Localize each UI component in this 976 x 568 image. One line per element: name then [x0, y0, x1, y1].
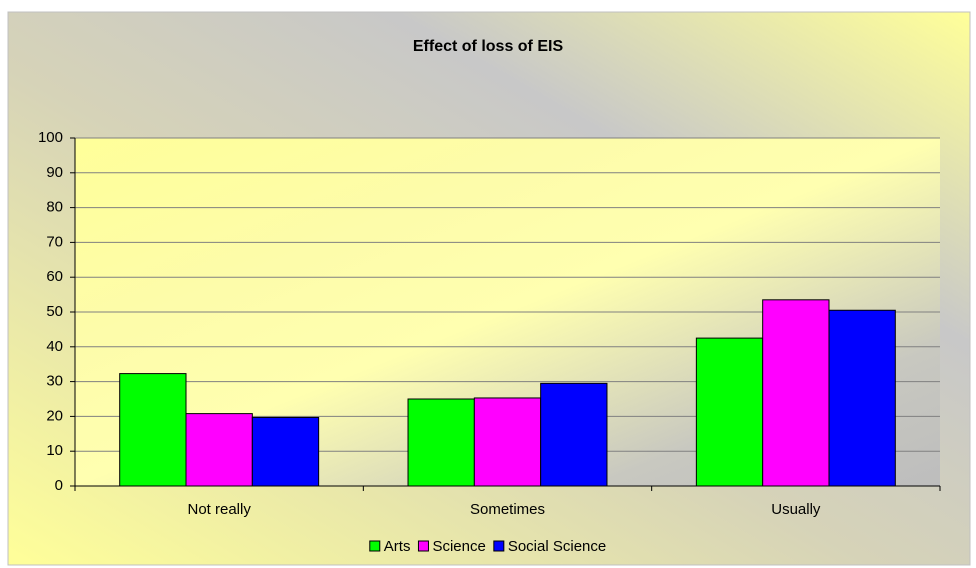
y-tick-label: 50 [46, 303, 63, 320]
y-tick-label: 10 [46, 442, 63, 459]
y-tick-label: 40 [46, 338, 63, 355]
y-tick-label: 60 [46, 268, 63, 285]
bar [251, 416, 320, 487]
x-tick-label: Not really [187, 501, 251, 518]
x-tick-label: Sometimes [470, 501, 545, 518]
y-tick-label: 100 [38, 129, 63, 146]
bar [185, 413, 253, 487]
legend-label: Science [432, 538, 485, 555]
y-tick-label: 30 [46, 373, 63, 390]
y-tick-label: 70 [46, 233, 63, 250]
y-tick-label: 80 [46, 199, 63, 216]
chart-title: Effect of loss of EIS [413, 38, 564, 55]
legend-label: Social Science [508, 538, 606, 555]
legend-swatch [417, 540, 429, 552]
legend-label: Arts [384, 538, 411, 555]
legend-swatch [369, 540, 381, 552]
bar [540, 382, 608, 487]
bar [828, 309, 896, 487]
bar [473, 397, 542, 487]
y-tick-label: 20 [46, 407, 63, 424]
x-tick-label: Usually [771, 501, 821, 518]
bar [407, 398, 475, 487]
bar [695, 337, 764, 487]
bar [119, 373, 187, 487]
legend-swatch [493, 540, 505, 552]
y-tick-label: 0 [55, 477, 63, 494]
y-tick-label: 90 [46, 164, 63, 181]
bar [762, 299, 830, 487]
